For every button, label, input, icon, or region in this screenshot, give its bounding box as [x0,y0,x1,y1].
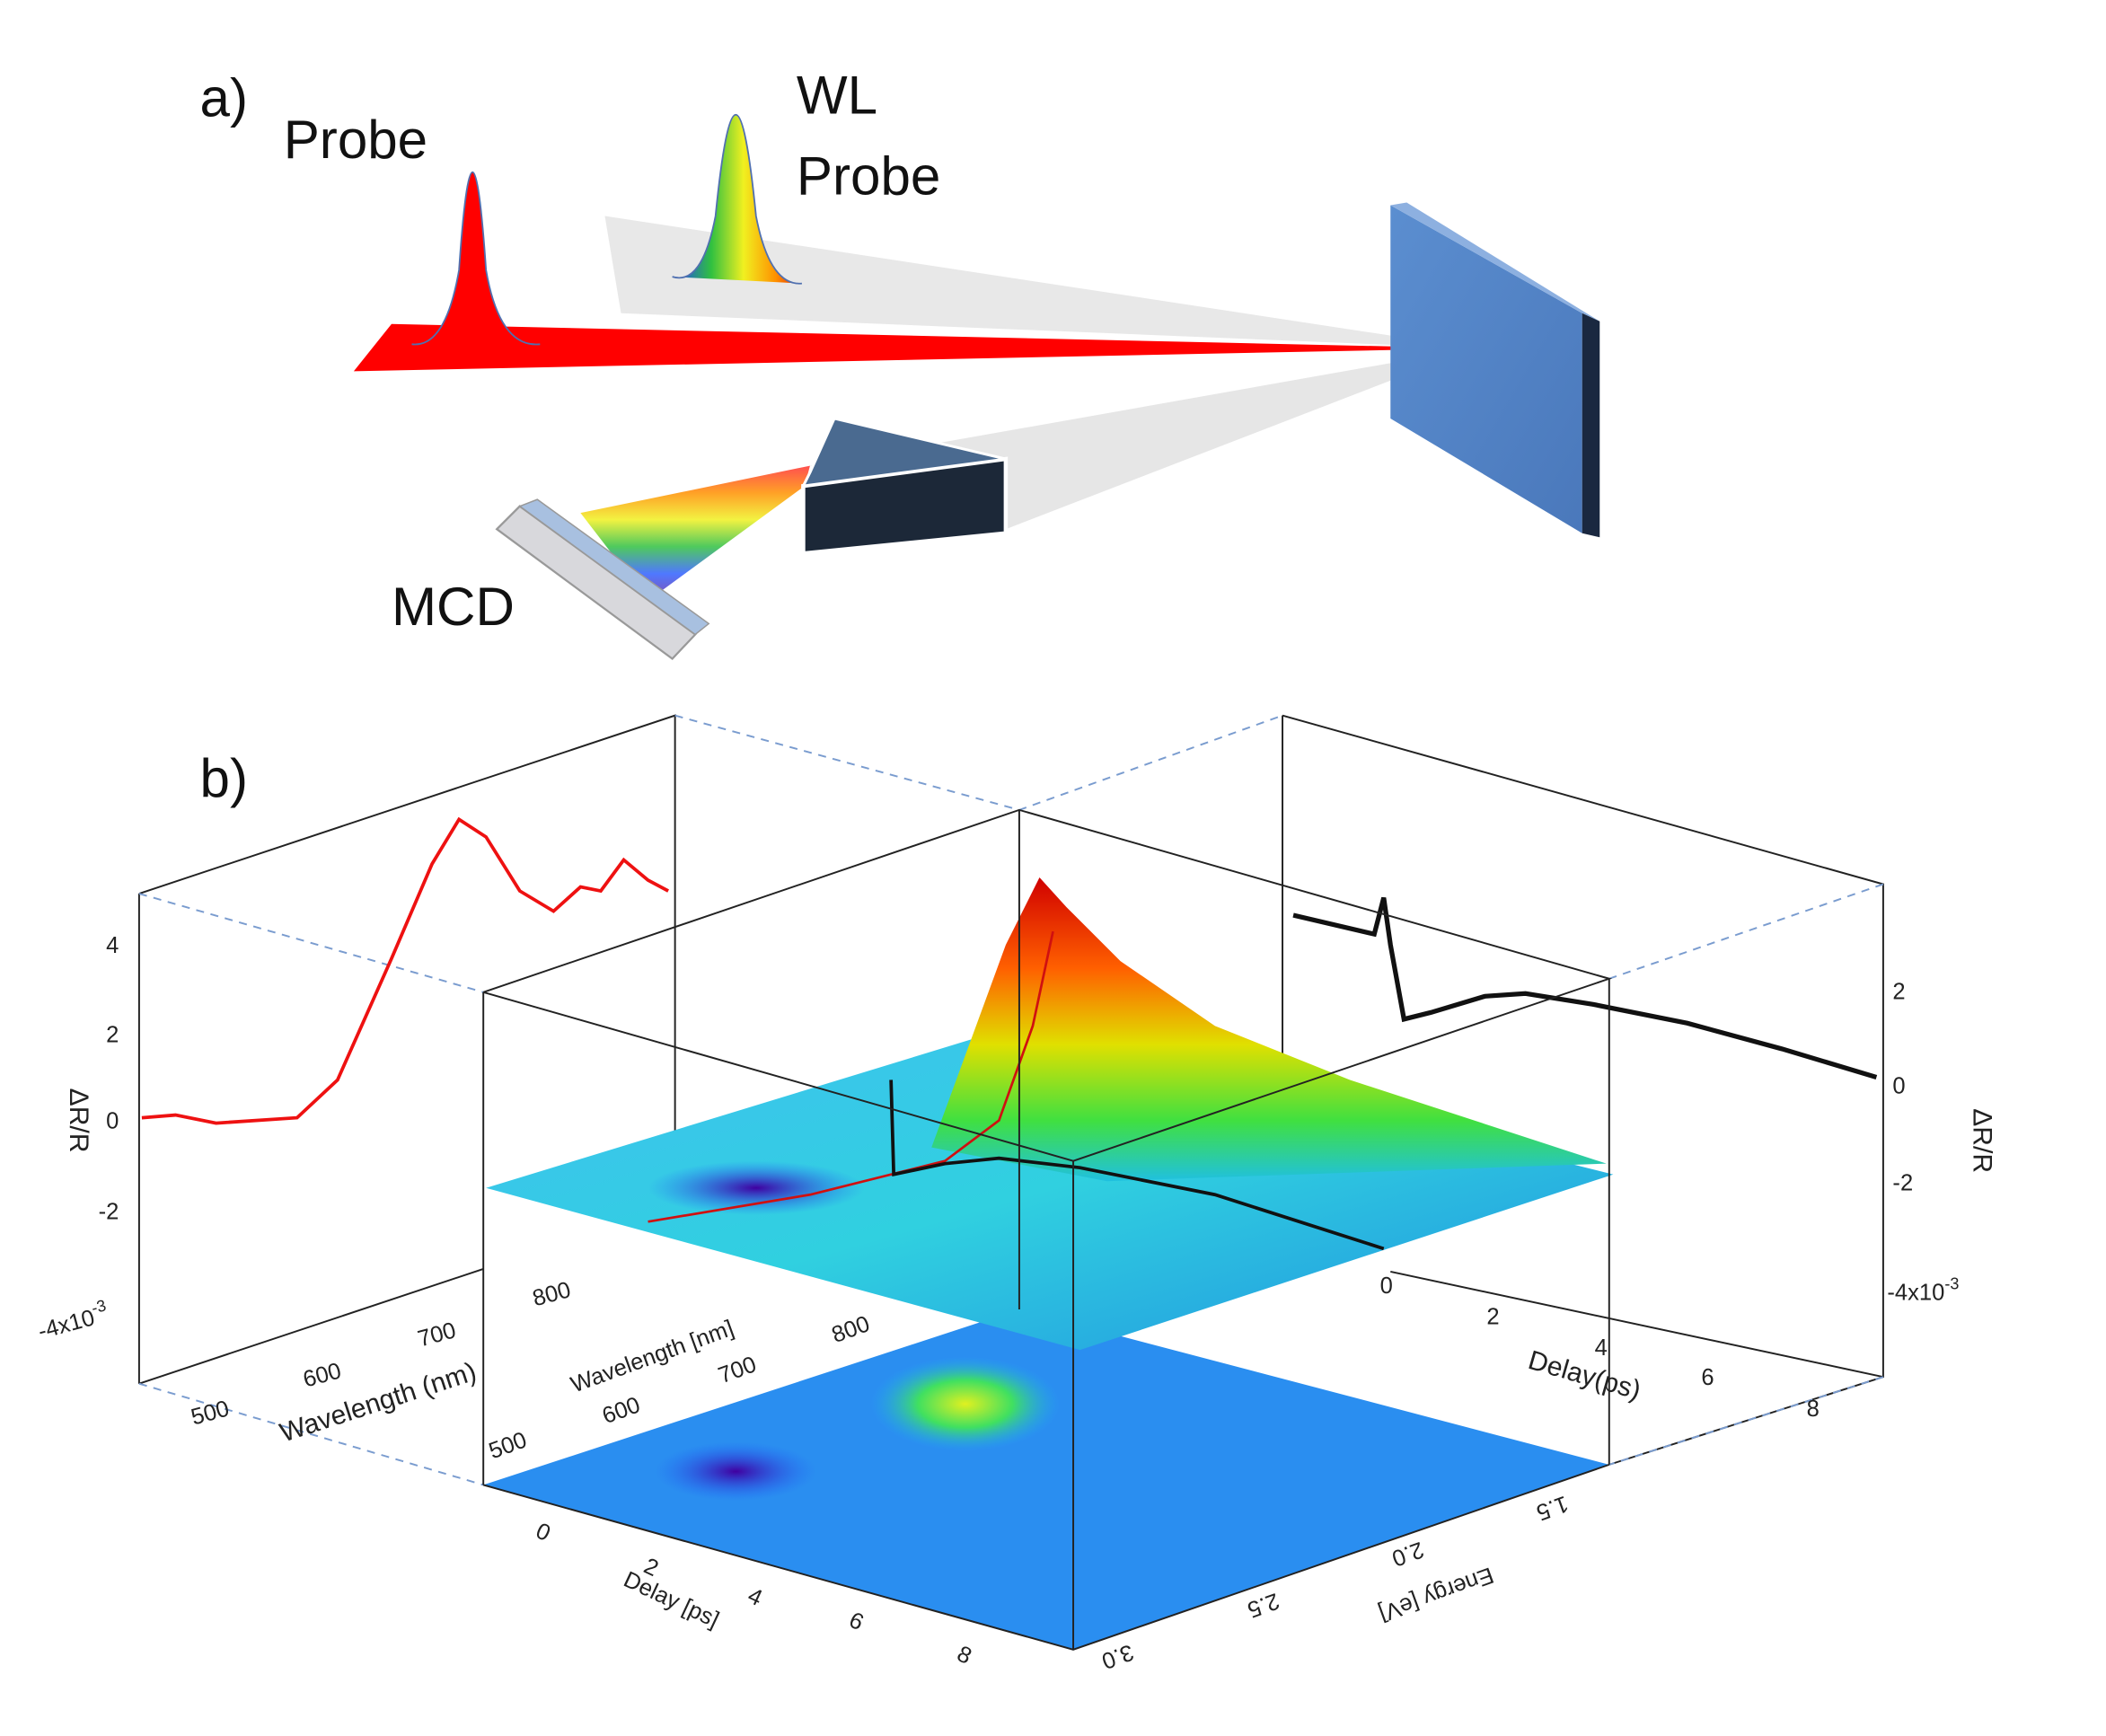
x-tick-label: 700 [415,1317,458,1352]
dispersed-light [580,465,810,601]
kinetics-curve [1292,896,1878,1080]
x-tick-label: 800 [530,1277,573,1311]
wl-label: WL [797,65,877,125]
y-tick-label: -2 [1892,1171,1913,1196]
x-tick-label: 4 [1595,1335,1608,1361]
wavelength-label: Wavelength [nm] [568,1316,737,1398]
spectrum-axes: 4 2 0 -2 -4x10-3 ΔR/R 500 600 700 800 Wa… [34,933,573,1448]
sample-top [1390,202,1600,322]
wavelength-tick: 600 [599,1392,644,1429]
probe-pulse [411,171,541,346]
delay-tick: 4 [744,1583,766,1611]
probe-label: Probe [284,110,427,170]
detector-top [800,417,1007,488]
projection-feature [655,1441,817,1502]
y-tick-label: 4 [106,933,119,958]
panel-a: a) Probe WL Probe MCD [200,65,1600,661]
delay-tick: 0 [532,1519,554,1547]
surface-dip [648,1160,865,1215]
wl-pulse [672,113,802,285]
trace [648,930,1054,1223]
guide [1608,1376,1884,1466]
sample-face [1390,205,1582,533]
wavelength-tick: 700 [715,1352,760,1388]
y-tick-label: 2 [1892,979,1905,1004]
panel-b: b) 4 2 [34,714,1997,1674]
delay-tick: 8 [953,1641,975,1669]
energy-tick: 2.5 [1244,1588,1282,1622]
spectrum-curve [141,816,669,1125]
x-axis-label: Delay(ps) [1525,1345,1644,1406]
x-tick-label: 6 [1701,1365,1714,1390]
wavelength-tick: 800 [828,1311,873,1348]
panel-label: b) [200,748,248,808]
mcd-label: MCD [392,577,515,637]
frame [1282,714,1884,1466]
frame [482,808,1613,1162]
trace [889,1079,1385,1251]
delay-label: Delay [ps] [620,1567,723,1633]
frame [138,1267,484,1385]
energy-tick: 2.0 [1388,1537,1427,1571]
wavelength-tick: 500 [486,1427,531,1464]
x-tick-label: 2 [1486,1305,1499,1330]
grating-top [518,498,710,636]
energy-tick: 1.5 [1533,1491,1572,1525]
guide [1608,883,1884,980]
y-tick-label: -2 [99,1199,119,1224]
y-tick-label: 2 [106,1022,119,1047]
energy-tick: 3.0 [1098,1639,1137,1673]
x-tick-label: 8 [1807,1397,1820,1422]
projection [483,1309,1609,1650]
frame [1390,1270,1884,1379]
y-tick-label: -4x10-3 [1887,1274,1959,1305]
probe-beam [353,323,1475,372]
guide [138,893,484,993]
energy-label: Energy [eV] [1376,1562,1497,1626]
surface-peak [931,877,1607,1182]
wl-label: Probe [797,145,940,206]
guide [138,1382,484,1486]
projection-feature [870,1356,1061,1451]
panel-label: a) [200,67,248,128]
y-axis-label: ΔR/R [64,1088,93,1153]
sample-edge [1582,313,1600,538]
y-axis-label: ΔR/R [1968,1108,1997,1173]
y-tick-label: -4x10-3 [34,1296,111,1344]
y-tick-label: 0 [106,1109,119,1134]
y-tick-label: 0 [1892,1074,1905,1099]
x-tick-label: 0 [1380,1273,1393,1299]
delay-tick: 6 [845,1608,868,1635]
frame [482,1463,1610,1651]
x-tick-label: 600 [301,1358,344,1392]
guide [674,714,1283,811]
x-tick-label: 500 [189,1397,232,1431]
